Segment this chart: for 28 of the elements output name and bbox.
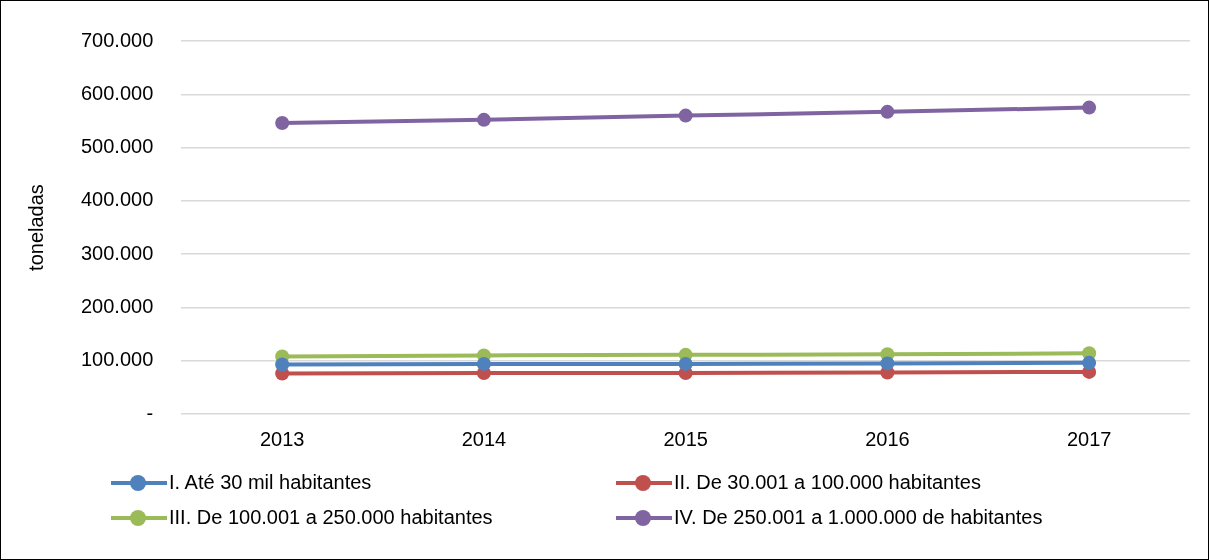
y-tick-label: 600.000: [81, 81, 154, 104]
x-tick-label: 2013: [259, 427, 305, 450]
point: [275, 357, 290, 372]
y-tick-label: 200.000: [81, 294, 154, 317]
point: [275, 116, 290, 131]
x-tick-label: 2017: [1066, 427, 1112, 450]
y-axis-title: toneladas: [24, 184, 47, 271]
x-tick-label: 2015: [663, 427, 708, 450]
y-tick-label: 500.000: [81, 135, 154, 158]
point: [1082, 100, 1097, 115]
point: [1082, 355, 1097, 370]
legend-label: I. Até 30 mil habitantes: [169, 471, 372, 494]
legend-label: III. De 100.001 a 250.000 habitantes: [169, 506, 493, 529]
point: [880, 356, 895, 371]
y-tick-label: 400.000: [81, 188, 154, 211]
point: [476, 112, 491, 127]
y-tick-label: 100.000: [81, 348, 154, 371]
point: [678, 356, 693, 371]
point: [476, 356, 491, 371]
y-tick-label: 700.000: [81, 28, 154, 51]
point: [678, 108, 693, 123]
point: [880, 104, 895, 119]
legend-label: IV. De 250.001 a 1.000.000 de habitantes: [674, 506, 1043, 529]
y-tick-label: 300.000: [81, 241, 154, 264]
x-tick-label: 2016: [865, 427, 910, 450]
legend-label: II. De 30.001 a 100.000 habitantes: [674, 471, 981, 494]
y-tick-label: -: [146, 401, 154, 424]
x-tick-label: 2014: [461, 427, 507, 450]
